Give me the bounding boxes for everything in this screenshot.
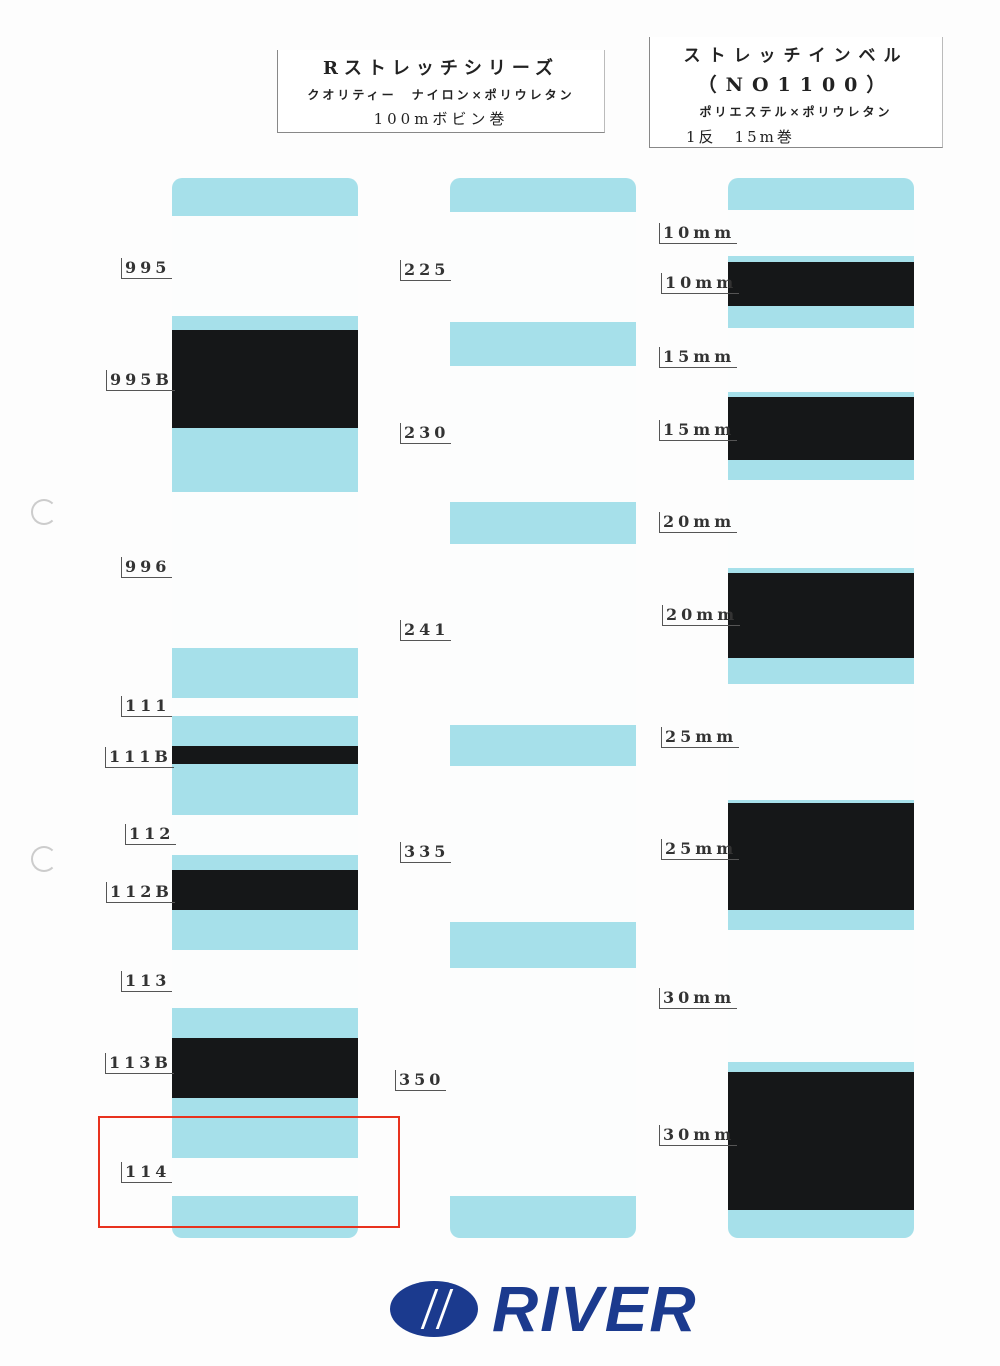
- label-113b: 113B: [105, 1053, 174, 1074]
- sample-112[interactable]: [172, 815, 358, 855]
- sample-25mm-black[interactable]: [728, 803, 914, 910]
- series-material: クオリティー ナイロン×ポリウレタン: [307, 88, 575, 102]
- sample-15mm-white[interactable]: [728, 328, 914, 392]
- sample-card-r-stretch: [172, 178, 358, 1238]
- sample-112b[interactable]: [172, 870, 358, 910]
- label-10mm: 10mm: [661, 273, 740, 294]
- river-logo: RIVER: [390, 1272, 698, 1346]
- sample-20mm-white[interactable]: [728, 480, 914, 568]
- sample-350[interactable]: [450, 968, 636, 1196]
- sample-230[interactable]: [450, 366, 636, 502]
- series-packaging: 100mボビン巻: [373, 110, 509, 128]
- label-996: 996: [121, 557, 173, 578]
- sample-995[interactable]: [172, 216, 358, 316]
- series-material: ポリエステル×ポリウレタン: [699, 105, 893, 119]
- sample-111b[interactable]: [172, 746, 358, 764]
- label-114: 114: [121, 1162, 173, 1183]
- label-111b: 111B: [105, 747, 174, 768]
- sample-20mm-black[interactable]: [728, 573, 914, 658]
- sample-25mm-white[interactable]: [728, 684, 914, 800]
- header-r-stretch-series: Rストレッチシリーズ クオリティー ナイロン×ポリウレタン 100mボビン巻: [277, 50, 605, 133]
- sample-111[interactable]: [172, 698, 358, 716]
- punch-hole: [31, 499, 57, 525]
- sample-995b[interactable]: [172, 330, 358, 428]
- label-112: 112: [125, 824, 177, 845]
- header-stretch-inbel: ストレッチインベル （NO1100） ポリエステル×ポリウレタン 1反 15m巻: [649, 37, 943, 148]
- label-241: 241: [400, 620, 452, 641]
- series-title: Rストレッチシリーズ: [322, 58, 560, 79]
- label-20mm: 20mm: [662, 605, 741, 626]
- label-15mm: 15mm: [659, 347, 738, 368]
- label-25mm: 25mm: [661, 727, 740, 748]
- label-10mm: 10mm: [659, 223, 738, 244]
- label-20mm: 20mm: [659, 512, 738, 533]
- sample-335[interactable]: [450, 766, 636, 922]
- punch-hole: [31, 846, 57, 872]
- label-230: 230: [400, 423, 452, 444]
- sample-113[interactable]: [172, 950, 358, 1008]
- sample-card-stretch-inbel: [728, 178, 914, 1238]
- label-995b: 995B: [106, 370, 175, 391]
- sample-30mm-white[interactable]: [728, 930, 914, 1062]
- sample-30mm-black[interactable]: [728, 1072, 914, 1210]
- label-995: 995: [121, 258, 173, 279]
- sample-card-r-stretch-2: [450, 178, 636, 1238]
- label-335: 335: [400, 842, 452, 863]
- sample-114[interactable]: [172, 1158, 358, 1196]
- river-logo-text: RIVER: [492, 1273, 698, 1345]
- selection-highlight-114: [98, 1116, 400, 1228]
- label-25mm: 25mm: [661, 839, 740, 860]
- sample-10mm-black[interactable]: [728, 262, 914, 306]
- series-code: （NO1100）: [697, 74, 895, 96]
- series-packaging: 1反 15m巻: [686, 128, 795, 146]
- sample-996[interactable]: [172, 492, 358, 648]
- sample-225[interactable]: [450, 212, 636, 322]
- sample-10mm-white[interactable]: [728, 210, 914, 256]
- label-225: 225: [400, 260, 452, 281]
- label-350: 350: [395, 1070, 447, 1091]
- label-111: 111: [121, 696, 173, 717]
- label-113: 113: [121, 971, 173, 992]
- label-112b: 112B: [106, 882, 175, 903]
- sample-241[interactable]: [450, 544, 636, 725]
- sample-113b[interactable]: [172, 1038, 358, 1098]
- label-30mm: 30mm: [659, 1125, 738, 1146]
- sample-15mm-black[interactable]: [728, 397, 914, 460]
- series-title: ストレッチインベル: [683, 46, 909, 66]
- label-15mm: 15mm: [659, 420, 738, 441]
- label-30mm: 30mm: [659, 988, 738, 1009]
- river-logo-mark-icon: [390, 1281, 478, 1337]
